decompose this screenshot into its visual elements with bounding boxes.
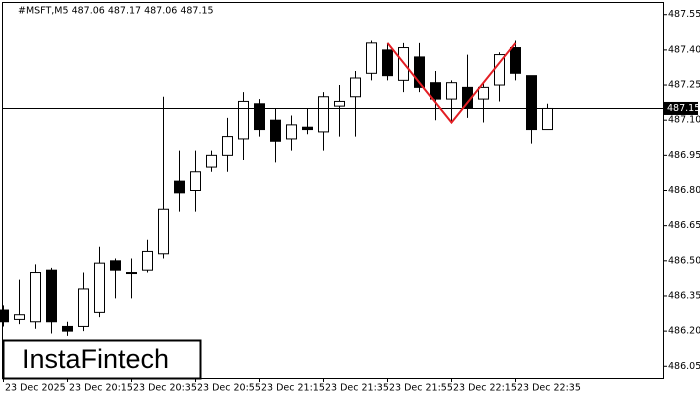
y-tick-label: 487.10 xyxy=(668,115,700,126)
current-price-label: 487.15 xyxy=(667,103,700,114)
candle-body xyxy=(94,262,105,313)
candle-body xyxy=(382,49,393,77)
y-tick-label: 486.05 xyxy=(668,361,700,372)
candle-body xyxy=(14,314,25,320)
candle-body xyxy=(46,269,57,323)
x-tick-label: 23 Dec 2025 xyxy=(5,383,66,394)
x-tick-label: 23 Dec 20:55 xyxy=(197,383,261,394)
y-tick-label: 487.40 xyxy=(668,44,700,55)
x-tick-label: 23 Dec 20:35 xyxy=(133,383,197,394)
candle-body xyxy=(510,47,521,74)
candle-body xyxy=(366,42,377,74)
y-tick-label: 486.35 xyxy=(668,290,700,301)
watermark-box xyxy=(2,339,202,380)
y-tick-label: 486.20 xyxy=(668,326,700,337)
candle-body xyxy=(222,136,233,156)
y-tick-label: 486.80 xyxy=(668,185,700,196)
x-tick-label: 23 Dec 21:35 xyxy=(325,383,389,394)
candle-body xyxy=(158,208,169,255)
candle-body xyxy=(78,288,89,327)
candle-body xyxy=(302,126,313,131)
y-tick-label: 486.65 xyxy=(668,220,700,231)
pattern-line xyxy=(386,42,517,125)
candle-body xyxy=(238,100,249,140)
candle-body xyxy=(110,260,121,271)
candle-body xyxy=(0,309,9,323)
candle-body xyxy=(286,124,297,140)
candle-body xyxy=(142,250,153,271)
watermark-text: InstaFintech xyxy=(22,344,169,374)
candle-body xyxy=(62,325,73,332)
x-tick-label: 23 Dec 21:55 xyxy=(389,383,453,394)
candle-body xyxy=(254,103,265,131)
y-tick-label: 487.25 xyxy=(668,80,700,91)
candle-body xyxy=(446,82,457,100)
candle-body xyxy=(174,180,185,194)
plot-frame xyxy=(2,2,664,379)
candle-body xyxy=(414,56,425,88)
candle-body xyxy=(318,96,329,133)
y-tick-label: 486.50 xyxy=(668,255,700,266)
current-price-box xyxy=(664,101,698,115)
y-tick-label: 487.55 xyxy=(668,9,700,20)
x-tick-label: 23 Dec 22:35 xyxy=(517,383,581,394)
candle-body xyxy=(206,154,217,168)
candle-body xyxy=(334,100,345,107)
x-tick-label: 23 Dec 20:15 xyxy=(69,383,133,394)
candle-body xyxy=(270,119,281,142)
y-tick-label: 486.95 xyxy=(668,150,700,161)
chart-title: #MSFT,M5 487.06 487.17 487.06 487.15 xyxy=(18,6,214,17)
candle-body xyxy=(526,75,537,131)
candle-body xyxy=(30,272,41,323)
candle-body xyxy=(478,86,489,100)
candle-body xyxy=(350,77,361,98)
x-tick-label: 23 Dec 22:15 xyxy=(453,383,517,394)
watermark: InstaFintech xyxy=(2,339,202,380)
candle-body xyxy=(126,272,137,275)
candle-body xyxy=(190,171,201,191)
candle-body xyxy=(430,82,441,100)
x-tick-label: 23 Dec 21:15 xyxy=(261,383,325,394)
candle-body xyxy=(542,107,553,131)
